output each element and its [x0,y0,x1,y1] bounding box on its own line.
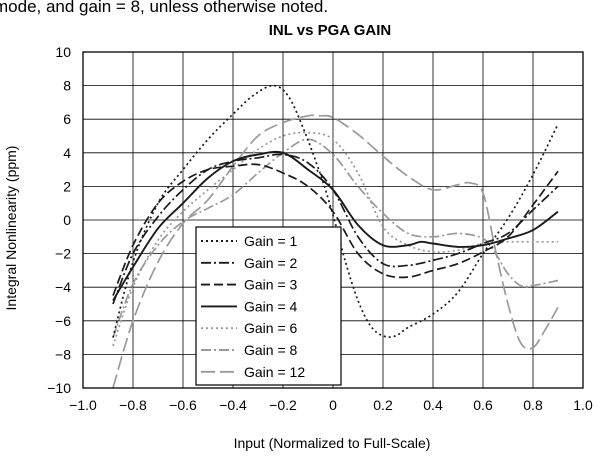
x-tick-label: −0.4 [219,397,247,413]
legend-entry-label: Gain = 1 [244,233,298,249]
x-tick-label: 0.8 [523,397,543,413]
chart-title: INL vs PGA GAIN [269,22,392,39]
legend-entry-label: Gain = 12 [244,364,305,380]
series-line-gain-1 [112,84,559,338]
x-tick-label: 0.2 [373,397,393,413]
y-axis-label: Integral Nonlinearity (ppm) [3,146,19,311]
series-line-gain-3 [112,163,559,296]
clipped-caption: mode, and gain = 8, unless otherwise not… [0,0,328,16]
legend-entry-label: Gain = 6 [244,320,298,336]
legend-entry-label: Gain = 3 [244,277,298,293]
x-tick-labels: −1.0 −0.8 −0.6 −0.4 −0.2 0 0.2 0.4 0.6 0.8 1.0 [69,397,593,413]
y-tick-label: 10 [55,44,71,60]
y-tick-label: −2 [55,246,71,262]
x-tick-label: 0.4 [423,397,443,413]
legend-entry-label: Gain = 2 [244,255,298,271]
series-lines [112,84,559,389]
legend-entry-label: Gain = 8 [244,342,298,358]
series-line-gain-12 [112,114,559,389]
y-tick-label: −6 [55,313,71,329]
x-tick-label: 1.0 [573,397,593,413]
series-line-gain-6 [112,131,558,347]
x-tick-label: −0.6 [169,397,197,413]
y-tick-label: −8 [55,346,71,362]
x-tick-label: 0.6 [473,397,493,413]
plot-frame [82,51,584,389]
y-tick-label: 8 [63,78,71,94]
x-axis-label: Input (Normalized to Full-Scale) [234,435,431,451]
x-tick-label: 0 [329,397,337,413]
x-tick-label: −0.8 [119,397,147,413]
series-line-gain-4 [112,150,559,302]
y-tick-labels: −10 −8 −6 −4 −2 0 2 4 6 8 10 [47,44,71,396]
legend: Gain = 1 Gain = 2 Gain = 3 Gain = 4 Gain = 6… [195,226,342,386]
y-tick-label: 4 [63,145,71,161]
x-tick-label: −1.0 [69,397,97,413]
series-line-gain-8 [112,138,559,338]
y-tick-label: −10 [47,380,71,396]
y-tick-label: 0 [63,212,71,228]
legend-entry-label: Gain = 4 [244,298,298,314]
y-tick-label: −4 [55,279,71,295]
y-tick-label: 2 [63,178,71,194]
x-tick-label: −0.2 [269,397,297,413]
y-tick-label: 6 [63,111,71,127]
